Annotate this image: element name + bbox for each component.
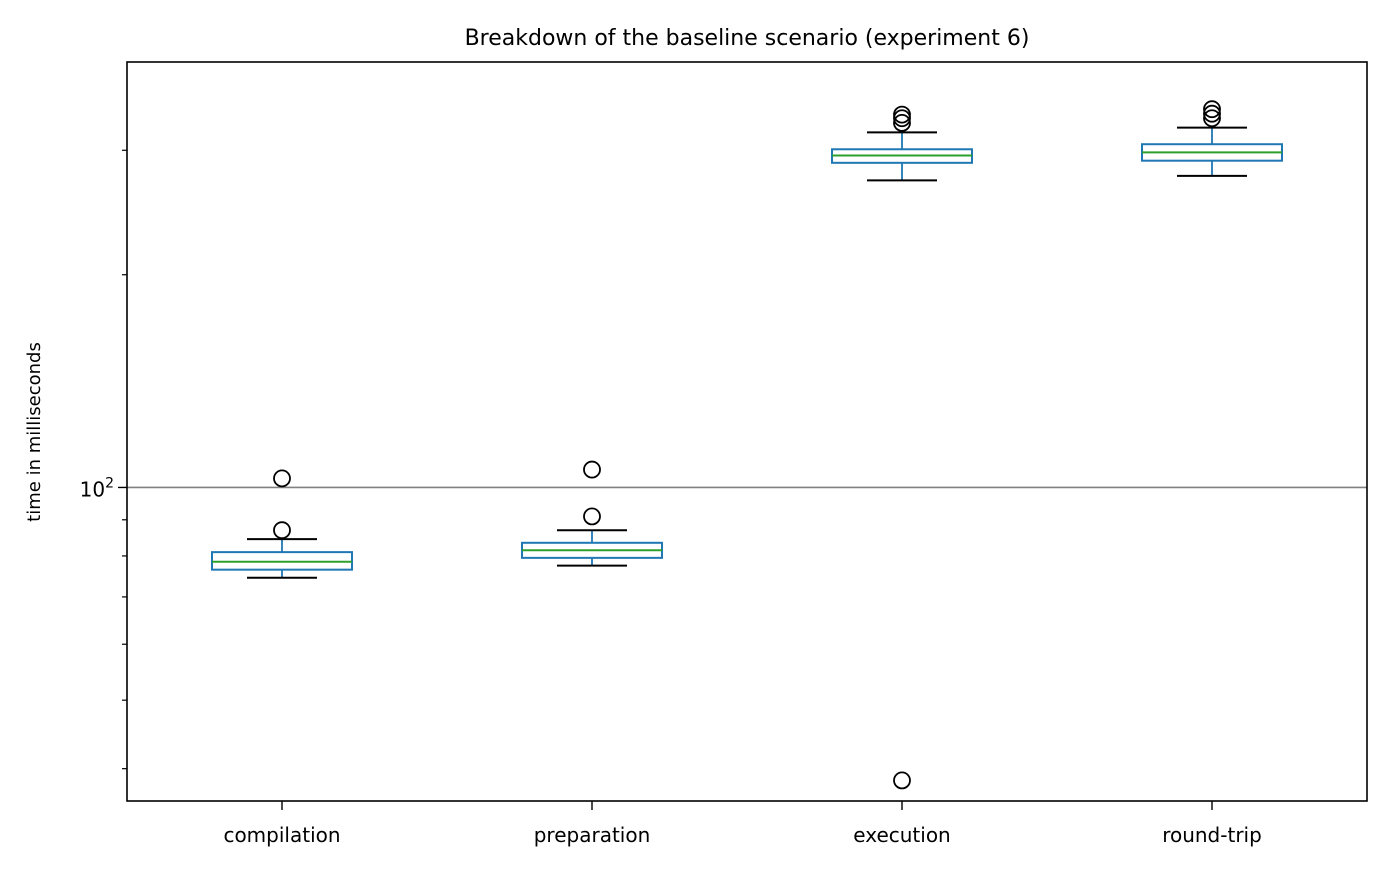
y-axis-label: time in milliseconds xyxy=(24,342,45,522)
x-tick-label: preparation xyxy=(534,823,651,847)
axes-frame xyxy=(126,61,1368,802)
x-tick-label: compilation xyxy=(223,823,340,847)
chart-title: Breakdown of the baseline scenario (expe… xyxy=(465,26,1030,51)
plot-area xyxy=(127,100,1367,790)
box-round-trip xyxy=(1141,100,1283,177)
x-axis: compilation preparation execution round-tri… xyxy=(223,801,1262,847)
outlier-point xyxy=(273,469,291,488)
x-tick-label: round-trip xyxy=(1162,823,1262,847)
y-axis: 102 xyxy=(80,149,127,770)
outlier-point xyxy=(1203,104,1221,123)
outlier-point xyxy=(893,114,911,132)
outlier-point xyxy=(273,521,291,540)
outlier-point xyxy=(583,460,601,479)
outlier-point xyxy=(893,105,911,124)
box-preparation xyxy=(521,460,663,567)
box-execution xyxy=(831,105,973,790)
box-compilation xyxy=(211,469,353,579)
outlier-point xyxy=(893,771,911,790)
y-tick-label: 102 xyxy=(80,475,114,501)
outlier-point xyxy=(583,507,601,526)
outlier-point xyxy=(1203,100,1221,119)
x-tick-label: execution xyxy=(853,823,950,847)
outlier-point xyxy=(1203,109,1221,128)
